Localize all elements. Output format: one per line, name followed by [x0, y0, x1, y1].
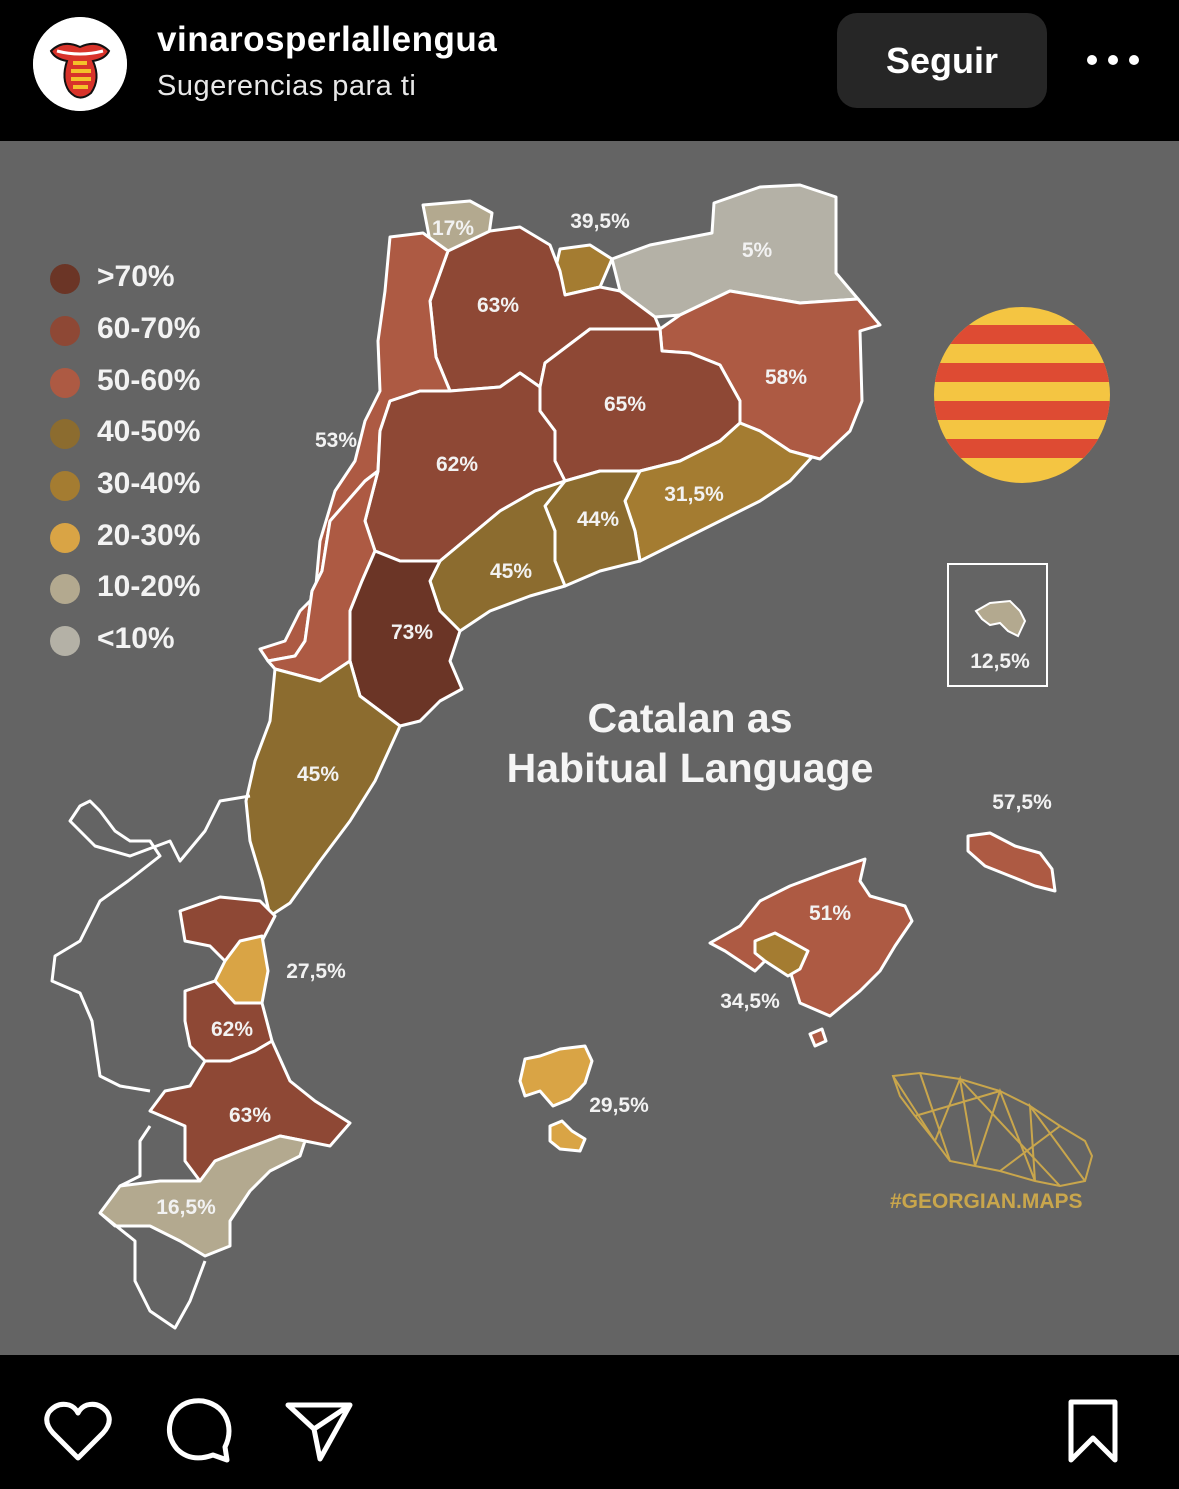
- brand-watermark: #GEORGIAN.MAPS: [890, 1190, 1083, 1213]
- region-label: 53%: [314, 429, 358, 452]
- region-alacant-south: [98, 1134, 307, 1258]
- region-label: 65%: [603, 393, 647, 416]
- region-label: 34,5%: [720, 990, 780, 1013]
- legend-swatch: [50, 264, 80, 294]
- region-label: 5%: [741, 239, 773, 262]
- legend-swatch: [50, 523, 80, 553]
- region-ripolles: [610, 183, 860, 319]
- region-label: 45%: [489, 560, 533, 583]
- region-label: 62%: [210, 1018, 254, 1041]
- post-image[interactable]: >70% 60-70% 50-60% 40-50% 30-40% 20-30% …: [0, 141, 1179, 1355]
- post-actions-bar: [0, 1355, 1179, 1489]
- like-heart-icon[interactable]: [42, 1395, 114, 1467]
- legend-item: 30-40%: [50, 465, 270, 505]
- region-label: 44%: [576, 508, 620, 531]
- bookmark-save-icon[interactable]: [1057, 1395, 1129, 1467]
- region-label: 51%: [808, 902, 852, 925]
- map-title: Catalan as Habitual Language: [470, 693, 910, 793]
- legend-swatch: [50, 626, 80, 656]
- legend-label: 30-40%: [97, 467, 201, 500]
- region-label: 63%: [476, 294, 520, 317]
- legend-label: >70%: [97, 260, 175, 293]
- region-castello: [244, 659, 402, 918]
- legend-item: 60-70%: [50, 310, 270, 350]
- region-palma: [753, 931, 810, 978]
- legend-swatch: [50, 368, 80, 398]
- region-label: 63%: [228, 1104, 272, 1127]
- username[interactable]: vinarosperlallengua: [157, 20, 498, 59]
- more-options-icon[interactable]: [1083, 40, 1143, 80]
- region-label: 27,5%: [286, 960, 346, 983]
- legend-swatch: [50, 574, 80, 604]
- outline-interior: [50, 794, 251, 1330]
- legend-label: 60-70%: [97, 312, 201, 345]
- legend-label: 10-20%: [97, 570, 201, 603]
- legend-item: 20-30%: [50, 517, 270, 557]
- legend-item: >70%: [50, 258, 270, 298]
- region-cabrera: [808, 1027, 828, 1048]
- legend-label: 20-30%: [97, 519, 201, 552]
- suggestion-label: Sugerencias para ti: [157, 70, 417, 102]
- senyera-flag-icon: [934, 307, 1110, 483]
- region-label: 45%: [296, 763, 340, 786]
- region-formentera: [548, 1119, 587, 1153]
- region-label: 31,5%: [664, 483, 724, 506]
- region-label: 29,5%: [589, 1094, 649, 1117]
- region-label: 57,5%: [992, 791, 1052, 814]
- legend-label: 40-50%: [97, 415, 201, 448]
- legend-item: <10%: [50, 620, 270, 660]
- share-send-icon[interactable]: [283, 1395, 355, 1467]
- legend-item: 40-50%: [50, 413, 270, 453]
- region-label: 17%: [431, 217, 475, 240]
- legend-swatch: [50, 419, 80, 449]
- georgia-map-logo-icon: [891, 1071, 1094, 1188]
- legend-label: <10%: [97, 622, 175, 655]
- legend-item: 50-60%: [50, 362, 270, 402]
- region-label: 16,5%: [156, 1196, 216, 1219]
- catalan-countries-map: [50, 183, 1110, 1330]
- tongue-logo-icon: [33, 17, 127, 111]
- region-label: 73%: [390, 621, 434, 644]
- legend-swatch: [50, 471, 80, 501]
- post-header: vinarosperlallengua Sugerencias para ti …: [0, 0, 1179, 141]
- follow-button[interactable]: Seguir: [837, 13, 1047, 108]
- map-title-line: Habitual Language: [506, 745, 874, 791]
- region-terres-ebre: [348, 549, 464, 728]
- region-label: 62%: [435, 453, 479, 476]
- region-menorca: [966, 831, 1057, 893]
- legend-label: 50-60%: [97, 364, 201, 397]
- region-label: 58%: [764, 366, 808, 389]
- alguer-inset-frame: [947, 563, 1048, 687]
- map-title-line: Catalan as: [587, 695, 793, 741]
- region-alguer: [974, 599, 1027, 638]
- region-label: 39,5%: [570, 210, 630, 233]
- region-eivissa: [518, 1044, 594, 1108]
- legend-item: 10-20%: [50, 568, 270, 608]
- legend-swatch: [50, 316, 80, 346]
- region-label: 12,5%: [970, 650, 1030, 673]
- avatar[interactable]: [33, 17, 127, 111]
- comment-bubble-icon[interactable]: [163, 1395, 235, 1467]
